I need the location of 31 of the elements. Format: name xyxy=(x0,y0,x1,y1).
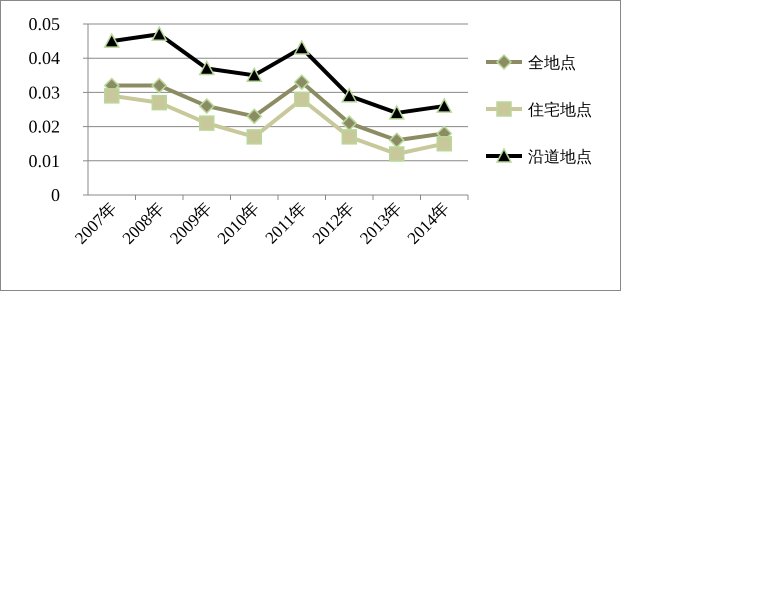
legend-label: 沿道地点 xyxy=(528,148,592,166)
point xyxy=(342,115,357,131)
point xyxy=(199,115,214,131)
point xyxy=(104,88,120,104)
point xyxy=(246,108,262,124)
point xyxy=(246,68,262,82)
y-tick-label: 0.03 xyxy=(28,82,60,102)
point xyxy=(342,129,357,145)
point xyxy=(199,60,214,76)
y-tick-label: 0.02 xyxy=(28,116,60,137)
point xyxy=(199,98,214,114)
y-tick-label: 0.01 xyxy=(28,150,60,171)
point xyxy=(436,136,452,152)
y-tick-label: 0 xyxy=(51,185,60,205)
y-tick-label: 0.04 xyxy=(28,48,60,68)
point xyxy=(152,78,167,94)
point xyxy=(246,129,262,145)
point xyxy=(436,98,452,113)
point xyxy=(389,105,404,120)
point xyxy=(389,146,404,162)
point xyxy=(294,91,310,107)
point xyxy=(294,40,310,55)
point xyxy=(152,94,167,110)
point xyxy=(389,132,404,148)
legend-label: 住宅地点 xyxy=(527,101,592,119)
legend-label: 全地点 xyxy=(528,54,576,72)
point xyxy=(342,88,357,103)
point xyxy=(104,33,120,48)
y-tick-label: 0.05 xyxy=(28,14,60,34)
point xyxy=(294,74,310,90)
point xyxy=(152,26,167,42)
